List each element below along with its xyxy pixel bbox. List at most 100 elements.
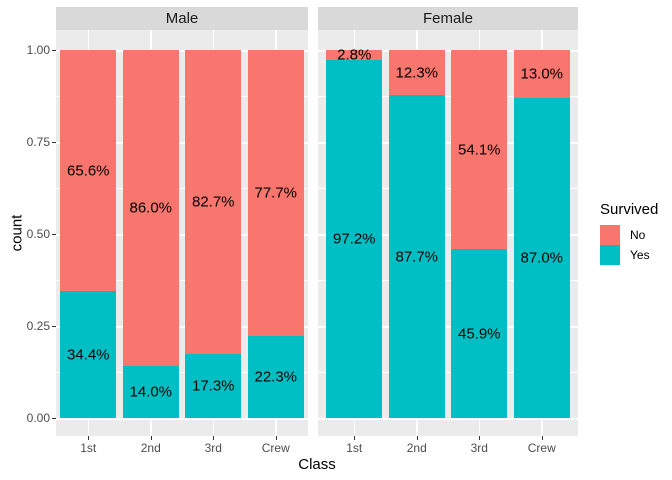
gridline-minor — [318, 96, 578, 97]
bar-segment-yes — [60, 291, 117, 418]
x-axis-tick — [150, 436, 152, 440]
x-tick-label: Crew — [261, 441, 290, 455]
legend-key-no: No — [600, 225, 672, 245]
bar-segment-yes — [513, 97, 570, 418]
y-axis-tick — [52, 50, 56, 51]
gridline-minor — [56, 96, 308, 97]
gridline-major — [56, 418, 308, 420]
bar-segment-yes — [122, 366, 179, 418]
bar-label-yes: 97.2% — [332, 230, 376, 248]
bar-segment-no — [247, 50, 304, 336]
x-tick-label: 2nd — [406, 441, 427, 455]
gridline-major — [56, 326, 308, 328]
bar-label-no: 13.0% — [520, 65, 564, 83]
facet-strip-label: Female — [422, 10, 474, 27]
bar-label-no: 77.7% — [254, 184, 298, 202]
x-axis-tick — [416, 436, 418, 440]
bar-label-yes: 14.0% — [129, 383, 173, 401]
legend-key-yes: Yes — [600, 245, 672, 265]
gridline-minor — [318, 188, 578, 189]
facet-strip-female: Female — [318, 7, 578, 30]
x-tick-label: 3rd — [470, 441, 488, 455]
bar-male-2nd: 86.0% 14.0% — [122, 50, 179, 418]
bar-segment-no — [513, 50, 570, 98]
bar-segment-yes — [388, 95, 445, 418]
x-axis-title: Class — [298, 456, 336, 473]
bar-label-yes: 45.9% — [457, 325, 501, 343]
gridline-major — [56, 142, 308, 144]
y-axis-tick — [52, 418, 56, 419]
gridline-major — [318, 50, 578, 52]
y-axis-tick — [52, 234, 56, 235]
gridline-minor — [56, 280, 308, 281]
bar-segment-no — [122, 50, 179, 367]
facet-strip-male: Male — [56, 7, 308, 30]
x-tick-label: 1st — [80, 441, 97, 455]
bar-label-yes: 22.3% — [254, 368, 298, 386]
y-axis-tick — [52, 326, 56, 327]
bar-label-yes: 34.4% — [66, 346, 110, 364]
bar-label-no: 82.7% — [191, 193, 235, 211]
facet-strip-label: Male — [165, 10, 199, 27]
x-tick-label: 1st — [346, 441, 363, 455]
legend-title: Survived — [600, 201, 659, 218]
legend-swatch-no-icon — [600, 225, 620, 245]
panel-female: 2.8% 97.2% 12.3% 87.7% 54.1% 45.9% 13.0% 87.0% — [318, 30, 578, 436]
bar-segment-no — [451, 50, 508, 250]
bar-label-no: 12.3% — [395, 64, 439, 82]
bar-male-crew: 77.7% 22.3% — [247, 50, 304, 418]
gridline-minor — [318, 280, 578, 281]
bar-female-3rd: 54.1% 45.9% — [451, 50, 508, 418]
legend-label-yes: Yes — [630, 248, 650, 262]
x-tick-label: 3rd — [204, 441, 222, 455]
bar-label-no: 86.0% — [129, 199, 173, 217]
bar-label-no: 54.1% — [457, 141, 501, 159]
y-tick-label: 0.25 — [26, 319, 50, 333]
bar-segment-yes — [326, 60, 383, 418]
gridline-major — [318, 142, 578, 144]
y-tick-label: 0.00 — [26, 411, 50, 425]
bar-segment-no — [326, 50, 383, 61]
x-axis-tick — [479, 436, 481, 440]
legend: Survived No Yes — [600, 201, 672, 265]
x-axis-tick — [541, 436, 543, 440]
x-tick-label: Crew — [527, 441, 556, 455]
bar-female-1st: 2.8% 97.2% — [326, 46, 383, 418]
legend-swatch-yes-icon — [600, 245, 620, 265]
legend-label-no: No — [630, 228, 646, 242]
bar-label-yes: 17.3% — [191, 377, 235, 395]
bar-female-crew: 13.0% 87.0% — [513, 50, 570, 418]
x-axis-tick — [213, 436, 215, 440]
gridline-major — [56, 234, 308, 236]
y-tick-label: 0.75 — [26, 135, 50, 149]
y-tick-label: 1.00 — [26, 43, 50, 57]
bar-segment-yes — [247, 335, 304, 418]
gridline-major — [318, 326, 578, 328]
panel-male: 65.6% 34.4% 86.0% 14.0% 82.7% 17.3% 77.7% 22.3% — [56, 30, 308, 436]
x-tick-label: 2nd — [140, 441, 161, 455]
bar-segment-no — [185, 50, 242, 355]
gridline-major — [318, 234, 578, 236]
gridline-major — [56, 50, 308, 52]
bar-label-no: 65.6% — [66, 162, 110, 180]
bar-label-yes: 87.0% — [520, 249, 564, 267]
bar-segment-no — [60, 50, 117, 292]
bar-segment-yes — [451, 249, 508, 418]
gridline-major — [318, 418, 578, 420]
gridline-minor — [56, 372, 308, 373]
bar-segment-yes — [185, 354, 242, 418]
bar-female-2nd: 12.3% 87.7% — [388, 50, 445, 418]
y-axis-tick — [52, 142, 56, 143]
gridline-minor — [318, 372, 578, 373]
x-axis-tick — [88, 436, 90, 440]
bar-male-3rd: 82.7% 17.3% — [185, 50, 242, 418]
x-axis-tick — [275, 436, 277, 440]
gridline-minor — [56, 188, 308, 189]
bar-label-yes: 87.7% — [395, 248, 439, 266]
bar-segment-no — [388, 50, 445, 96]
bar-male-1st: 65.6% 34.4% — [60, 50, 117, 418]
y-tick-label: 0.50 — [26, 227, 50, 241]
bar-label-no: 2.8% — [337, 46, 372, 64]
x-axis-tick — [354, 436, 356, 440]
